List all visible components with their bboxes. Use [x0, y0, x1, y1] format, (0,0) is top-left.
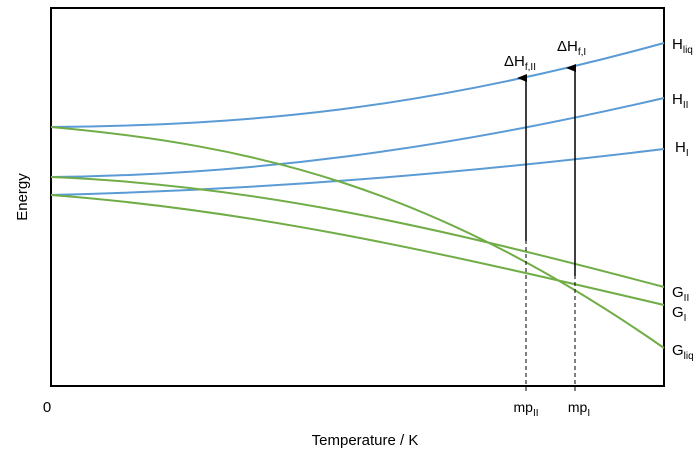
label-dh-f-i: ΔHf,I [557, 38, 586, 58]
label-mp-ii: mpII [513, 399, 538, 419]
curve-g-i [50, 194, 665, 306]
label-h-i: HI [675, 139, 689, 159]
y-axis-label: Energy [14, 173, 31, 221]
label-mp-i: mpI [568, 399, 590, 419]
label-g-ii: GII [672, 284, 689, 304]
label-dh-f-ii: ΔHf,II [504, 53, 536, 73]
curve-g-ii [50, 176, 665, 288]
x-axis-label: Temperature / K [312, 432, 419, 449]
label-h-ii: HII [672, 91, 688, 111]
x-origin-label: 0 [43, 399, 51, 416]
label-g-liq: Gliq [672, 342, 694, 362]
curve-h-liq [50, 42, 665, 128]
curve-h-i [50, 148, 665, 196]
label-h-liq: Hliq [672, 36, 693, 56]
label-g-i: GI [672, 304, 686, 324]
plot-frame [50, 7, 665, 387]
curve-h-ii [50, 97, 665, 178]
curve-g-liq [50, 126, 665, 349]
